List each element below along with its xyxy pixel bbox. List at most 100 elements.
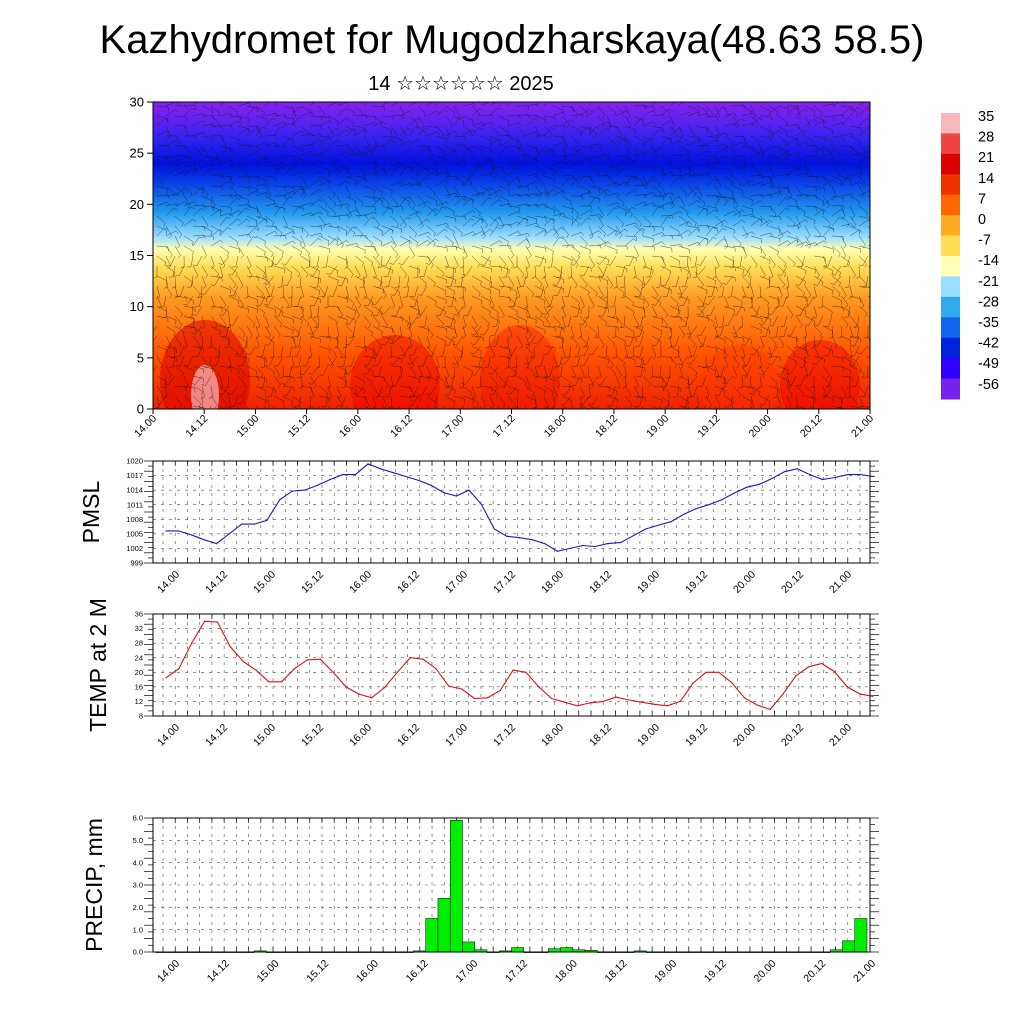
- data-point: [589, 702, 591, 704]
- x-tick-label: 14.12: [205, 958, 232, 985]
- data-point: [619, 542, 622, 544]
- x-tick-label: 21.00: [849, 413, 876, 440]
- x-tick-label: 17.00: [439, 413, 466, 440]
- data-point: [215, 542, 218, 545]
- data-point: [304, 489, 306, 491]
- x-tick-label: 15.00: [234, 413, 261, 440]
- x-tick-label: 14.00: [132, 413, 159, 440]
- y-tick-label: 36: [135, 610, 143, 619]
- data-point: [731, 681, 733, 684]
- y-tick-label: 4.0: [133, 858, 143, 867]
- x-tick-label: 16.12: [395, 722, 422, 749]
- y-axis-label: PMSL: [78, 480, 104, 543]
- data-point: [165, 530, 167, 532]
- colorbar-swatch: [941, 337, 960, 359]
- data-point: [293, 668, 296, 670]
- pmsl-panel: 1020 1017 1014 1011 1008 1005 1002 999 14.00 14.1…: [78, 457, 879, 596]
- colorbar-swatch: [941, 113, 960, 134]
- y-tick-label: 20: [135, 668, 143, 677]
- colorbar-label: -14: [978, 253, 999, 269]
- data-point: [809, 474, 811, 476]
- warm-core: [350, 335, 440, 409]
- data-point: [847, 474, 849, 476]
- x-tick-label: 17.00: [443, 722, 470, 749]
- y-tick-label: 32: [135, 624, 143, 633]
- y-tick-label: 1008: [126, 515, 143, 524]
- data-point: [405, 475, 407, 478]
- y-tick-label: 28: [135, 639, 143, 648]
- data-point: [417, 479, 420, 482]
- data-point: [430, 484, 432, 486]
- x-tick-label: 20.00: [731, 569, 758, 596]
- data-point: [329, 478, 331, 481]
- data-point: [435, 668, 437, 670]
- data-point: [718, 671, 720, 673]
- data-point: [191, 642, 193, 644]
- x-tick-label: 20.12: [779, 569, 806, 596]
- data-point: [833, 670, 836, 673]
- data-point: [705, 671, 707, 673]
- panel-frame: [152, 460, 871, 564]
- data-point: [319, 658, 321, 660]
- colorbar-swatch: [941, 358, 960, 380]
- data-point: [657, 524, 659, 526]
- data-point: [383, 686, 386, 689]
- data-point: [746, 486, 748, 488]
- colorbar-label: -56: [978, 377, 999, 393]
- data-point: [178, 530, 180, 532]
- x-tick-label: 14.12: [203, 722, 230, 749]
- data-point: [769, 708, 771, 711]
- precip-bar: [842, 940, 855, 953]
- y-tick-label: 1011: [127, 500, 143, 509]
- data-point: [679, 700, 681, 703]
- y-tick-label: 999: [130, 559, 143, 568]
- data-point: [628, 699, 630, 701]
- y-tick-label: 6.0: [133, 814, 143, 823]
- data-point: [392, 472, 394, 474]
- x-tick-label: 18.12: [593, 413, 620, 440]
- data-point: [666, 705, 668, 707]
- data-point: [371, 697, 373, 699]
- data-point: [190, 534, 192, 536]
- x-tick-label: 19.12: [695, 413, 722, 440]
- data-point: [834, 476, 836, 479]
- x-tick-label: 20.12: [798, 413, 825, 440]
- data-point: [695, 508, 697, 510]
- precip-bar: [437, 898, 451, 953]
- data-point: [859, 474, 861, 476]
- y-tick-label: 1005: [126, 529, 143, 538]
- data-point: [708, 504, 710, 506]
- data-point: [756, 704, 758, 706]
- colorbar-label: -42: [978, 336, 999, 352]
- colorbar-swatch: [941, 296, 960, 318]
- x-tick-label: 19.12: [702, 958, 729, 985]
- data-point: [279, 499, 281, 501]
- data-point: [345, 686, 347, 688]
- x-tick-label: 14.12: [183, 413, 210, 440]
- x-tick-label: 16.00: [354, 958, 381, 985]
- data-point: [518, 537, 521, 539]
- x-tick-label: 16.12: [395, 569, 422, 596]
- y-tick-label: 2.0: [133, 903, 143, 912]
- x-tick-label: 16.12: [388, 413, 415, 440]
- data-point: [808, 666, 810, 668]
- data-point: [582, 544, 584, 547]
- data-point: [229, 646, 231, 648]
- y-tick-label: 16: [135, 682, 143, 691]
- x-tick-label: 18.00: [539, 722, 566, 749]
- data-point: [820, 662, 823, 665]
- x-tick-label: 16.00: [347, 569, 374, 596]
- data-point: [499, 689, 501, 692]
- precip-bar: [548, 948, 561, 953]
- panel-frame: [152, 613, 871, 717]
- colorbar-label: 28: [978, 130, 994, 146]
- x-tick-label: 15.00: [251, 722, 278, 749]
- data-point: [228, 533, 230, 535]
- x-tick-label: 14.00: [155, 958, 182, 985]
- x-tick-label: 20.00: [752, 958, 779, 985]
- data-point: [670, 521, 672, 523]
- cross-section-field: [153, 102, 870, 409]
- data-point: [473, 697, 476, 700]
- data-point: [653, 703, 656, 705]
- x-tick-label: 18.00: [542, 413, 569, 440]
